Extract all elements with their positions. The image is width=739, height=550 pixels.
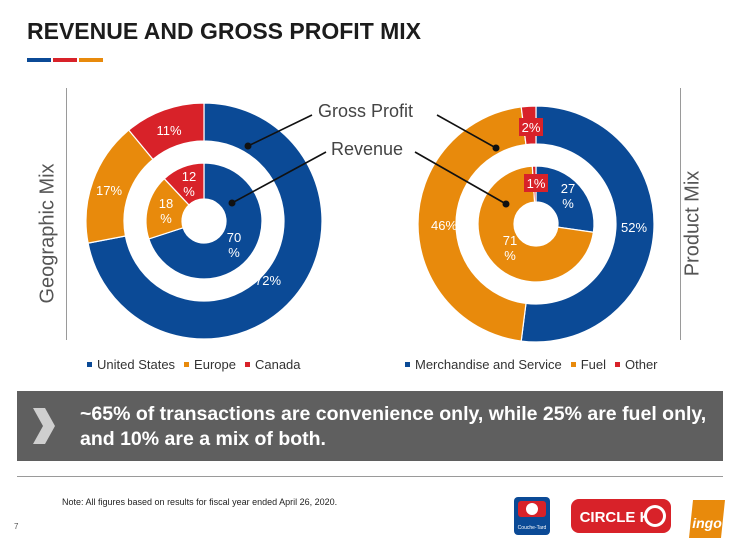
circle-k-logo: CIRCLE K — [571, 499, 671, 533]
callout-leader-dot — [492, 144, 500, 152]
geo-gross-profit-label-2: 11% — [156, 123, 181, 138]
product-revenue-slice-1 — [477, 165, 595, 283]
product-mix-chart: 52% 46% 2% 27 % 71 % 1% — [417, 105, 655, 343]
product-gross-profit-slice-1 — [417, 106, 527, 342]
legend-item: Fuel — [570, 357, 606, 372]
legend-swatch — [87, 362, 92, 368]
geo-revenue-slice-2 — [163, 162, 205, 206]
donut-charts: 72% 17% 11% 70 % 18 % 12% 52% 46% 2% 27 % 71 % 1% Gros… — [85, 101, 655, 343]
right-divider-line — [680, 88, 681, 340]
geo-revenue-slice-0 — [148, 162, 263, 280]
callout-leader-dot — [244, 142, 252, 150]
callout-leader-dot — [228, 199, 236, 207]
ingo-logo-text: ingo — [692, 515, 722, 531]
geo-gross-profit-slice-0 — [87, 102, 323, 340]
left-divider-line — [66, 88, 67, 340]
small-slice-label-bg — [519, 118, 543, 136]
product-gross-profit-label-1: 46% — [431, 218, 457, 233]
footer-divider — [17, 476, 723, 477]
banner-text: ~65% of transactions are convenience onl… — [80, 403, 707, 450]
legend-swatch — [405, 362, 410, 368]
chevron-right-icon — [33, 408, 55, 444]
legend-label: Other — [625, 357, 658, 372]
page-number: 7 — [14, 522, 19, 531]
product-revenue-slice-0 — [535, 165, 595, 233]
gross-profit-callout: Gross Profit — [318, 101, 413, 121]
title-accent-orange — [79, 58, 103, 62]
geographic-mix-chart: 72% 17% 11% 70 % 18 % 12% — [85, 102, 323, 340]
legend-label: Europe — [194, 357, 236, 372]
product-gross-profit-label-0: 52% — [621, 220, 647, 235]
legend-label: Canada — [254, 357, 301, 372]
geographic-legend: United States Europe Canada — [87, 357, 310, 372]
legend-item: Merchandise and Service — [405, 357, 562, 372]
geo-revenue-label-2: 12% — [182, 169, 196, 199]
title-accent-red — [53, 58, 77, 62]
callouts: Gross Profit Revenue — [228, 101, 510, 208]
geo-revenue-label-1: 18% — [159, 196, 173, 226]
product-legend: Merchandise and Service Fuel Other — [405, 357, 667, 372]
product-revenue-label-0: 27% — [561, 181, 575, 211]
legend-item: United States — [87, 357, 175, 372]
callout-leader-dot — [502, 200, 510, 208]
legend-swatch — [570, 362, 576, 368]
callout-leader-line — [436, 114, 497, 149]
small-slice-label-bg — [524, 174, 548, 192]
geo-gross-profit-slice-2 — [127, 102, 205, 161]
page-title: REVENUE AND GROSS PROFIT MIX — [27, 18, 422, 44]
legend-swatch — [184, 362, 190, 368]
key-insight-banner: ~65% of transactions are convenience onl… — [17, 391, 723, 461]
title-accent-blue — [27, 58, 51, 62]
callout-leader-line — [414, 151, 507, 205]
circle-k-logo-text: CIRCLE K — [580, 509, 651, 526]
legend-item: Europe — [184, 357, 236, 372]
callout-leader-line — [247, 114, 313, 147]
legend-swatch — [615, 362, 620, 368]
legend-item: Canada — [244, 357, 301, 372]
callout-leader-line — [231, 151, 327, 204]
legend-label: Fuel — [580, 357, 606, 372]
product-gross-profit-label-2: 2% — [522, 120, 541, 135]
product-revenue-label-1: 71% — [503, 233, 517, 263]
ingo-logo: ingo — [687, 498, 727, 540]
product-gross-profit-slice-0 — [520, 105, 655, 343]
couche-tard-logo: Couche-Tard — [513, 496, 551, 536]
legend-label: Merchandise and Service — [415, 357, 562, 372]
couche-tard-logo-text: Couche-Tard — [518, 525, 547, 531]
legend-label: United States — [97, 357, 176, 372]
geo-gross-profit-label-0: 72% — [255, 273, 281, 288]
legend-item: Other — [615, 357, 658, 372]
geo-revenue-label-0: 70% — [227, 230, 241, 260]
product-revenue-label-2: 1% — [527, 176, 546, 191]
legend-swatch — [244, 362, 250, 368]
footnote: Note: All figures based on results for f… — [62, 497, 338, 507]
geo-gross-profit-label-1: 17% — [96, 183, 122, 198]
revenue-callout: Revenue — [331, 139, 403, 159]
